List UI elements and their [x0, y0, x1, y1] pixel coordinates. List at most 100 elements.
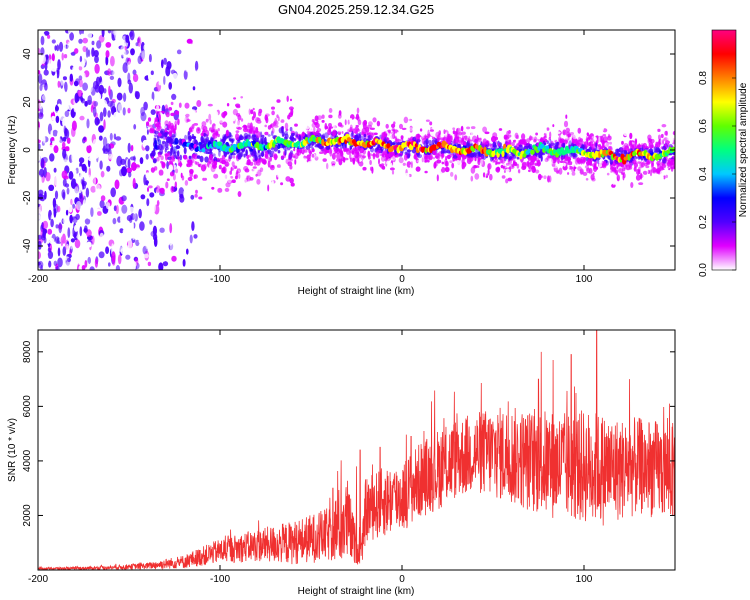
colorbar-tick-label: 0.4	[698, 167, 709, 181]
heat-halo-mark	[251, 116, 255, 121]
heat-noise-mark	[108, 153, 113, 158]
heat-halo-mark	[191, 153, 196, 159]
heat-noise-mark	[85, 140, 91, 147]
heat-noise-mark	[86, 118, 90, 129]
spectrogram-ytick-label: -40	[22, 238, 33, 253]
heat-noise-mark	[79, 226, 83, 237]
heat-noise-mark	[38, 102, 44, 110]
heat-noise-mark	[70, 238, 75, 243]
heat-halo-mark	[160, 128, 165, 135]
heat-halo-mark	[184, 134, 188, 141]
heat-halo-mark	[428, 139, 432, 146]
heat-halo-mark	[563, 139, 568, 145]
heat-noise-mark	[191, 94, 194, 99]
heat-noise-mark	[99, 160, 103, 170]
heat-halo-mark	[652, 116, 656, 123]
heat-noise-mark	[78, 79, 83, 88]
heat-halo-mark	[194, 193, 198, 198]
heat-noise-mark	[113, 111, 119, 121]
heat-noise-mark	[72, 66, 77, 72]
heat-halo-mark	[521, 133, 526, 141]
heat-halo-mark	[289, 165, 293, 170]
heat-halo-mark	[612, 181, 616, 186]
heat-noise-mark	[133, 249, 138, 259]
heat-noise-mark	[186, 55, 189, 65]
heat-noise-mark	[67, 41, 70, 51]
heat-halo-mark	[169, 171, 175, 177]
heat-noise-mark	[103, 148, 109, 154]
heat-halo-mark	[659, 166, 664, 169]
heat-noise-mark	[145, 33, 152, 44]
heat-halo-mark	[640, 162, 645, 168]
heat-halo-mark	[172, 173, 176, 181]
heat-halo-mark	[261, 137, 266, 143]
heat-halo-mark	[461, 162, 464, 170]
heat-ridge-mark	[342, 135, 346, 140]
heat-noise-mark	[146, 198, 150, 207]
heat-noise-mark	[132, 177, 136, 189]
heat-noise-mark	[158, 198, 164, 203]
heat-noise-mark	[61, 52, 64, 61]
heat-halo-mark	[385, 161, 389, 165]
heat-halo-mark	[233, 165, 236, 168]
heat-halo-mark	[160, 161, 163, 165]
heat-halo-mark	[370, 147, 374, 153]
heat-noise-mark	[63, 159, 68, 165]
heat-halo-mark	[552, 124, 555, 128]
heat-noise-mark	[99, 54, 106, 66]
heat-halo-mark	[157, 125, 162, 132]
heat-halo-mark	[441, 148, 446, 154]
heat-halo-mark	[260, 185, 266, 192]
heat-noise-mark	[150, 98, 154, 107]
heat-halo-mark	[359, 147, 365, 154]
heat-noise-mark	[115, 265, 120, 270]
heat-halo-mark	[271, 110, 275, 116]
heat-halo-mark	[331, 131, 336, 137]
heat-halo-mark	[248, 132, 251, 138]
heat-halo-mark	[665, 130, 668, 137]
heat-noise-mark	[115, 204, 119, 215]
heat-halo-mark	[618, 168, 624, 174]
heat-halo-mark	[505, 168, 510, 173]
heat-halo-mark	[240, 118, 244, 122]
heat-noise-mark	[81, 103, 85, 115]
heat-halo-mark	[231, 117, 236, 122]
heat-halo-mark	[394, 154, 399, 158]
heat-halo-mark	[389, 164, 394, 168]
heat-halo-mark	[571, 168, 576, 173]
heat-halo-mark	[280, 162, 283, 169]
heat-halo-mark	[248, 108, 251, 115]
heat-noise-mark	[63, 104, 69, 111]
heat-halo-mark	[194, 161, 197, 165]
heat-halo-mark	[289, 136, 295, 141]
heat-noise-mark	[111, 243, 115, 252]
heat-noise-mark	[67, 227, 71, 239]
heat-halo-mark	[615, 148, 620, 153]
heat-noise-mark	[96, 40, 102, 49]
heat-halo-mark	[466, 126, 471, 130]
heat-halo-mark	[622, 137, 624, 141]
heat-noise-mark	[123, 92, 127, 103]
heat-halo-mark	[445, 132, 448, 137]
heat-halo-mark	[529, 160, 535, 166]
heat-noise-mark	[79, 55, 83, 63]
heat-halo-mark	[354, 130, 358, 134]
heat-noise-mark	[93, 176, 97, 185]
heat-halo-mark	[421, 157, 424, 163]
heat-noise-mark	[38, 70, 41, 75]
heat-halo-mark	[168, 157, 172, 161]
heat-halo-mark	[588, 146, 592, 153]
heat-halo-mark	[429, 129, 434, 132]
heat-noise-mark	[84, 260, 88, 268]
spectrogram-xlabel: Height of straight line (km)	[298, 286, 415, 297]
heat-noise-mark	[91, 235, 95, 245]
heat-halo-mark	[284, 93, 288, 97]
heat-noise-mark	[78, 38, 83, 44]
heat-halo-mark	[641, 167, 644, 171]
heat-halo-mark	[459, 178, 464, 185]
heat-halo-mark	[535, 157, 540, 163]
heat-halo-mark	[242, 175, 247, 181]
heat-halo-mark	[159, 175, 165, 179]
heat-ridge-mark	[559, 147, 565, 153]
heat-halo-mark	[436, 159, 442, 164]
